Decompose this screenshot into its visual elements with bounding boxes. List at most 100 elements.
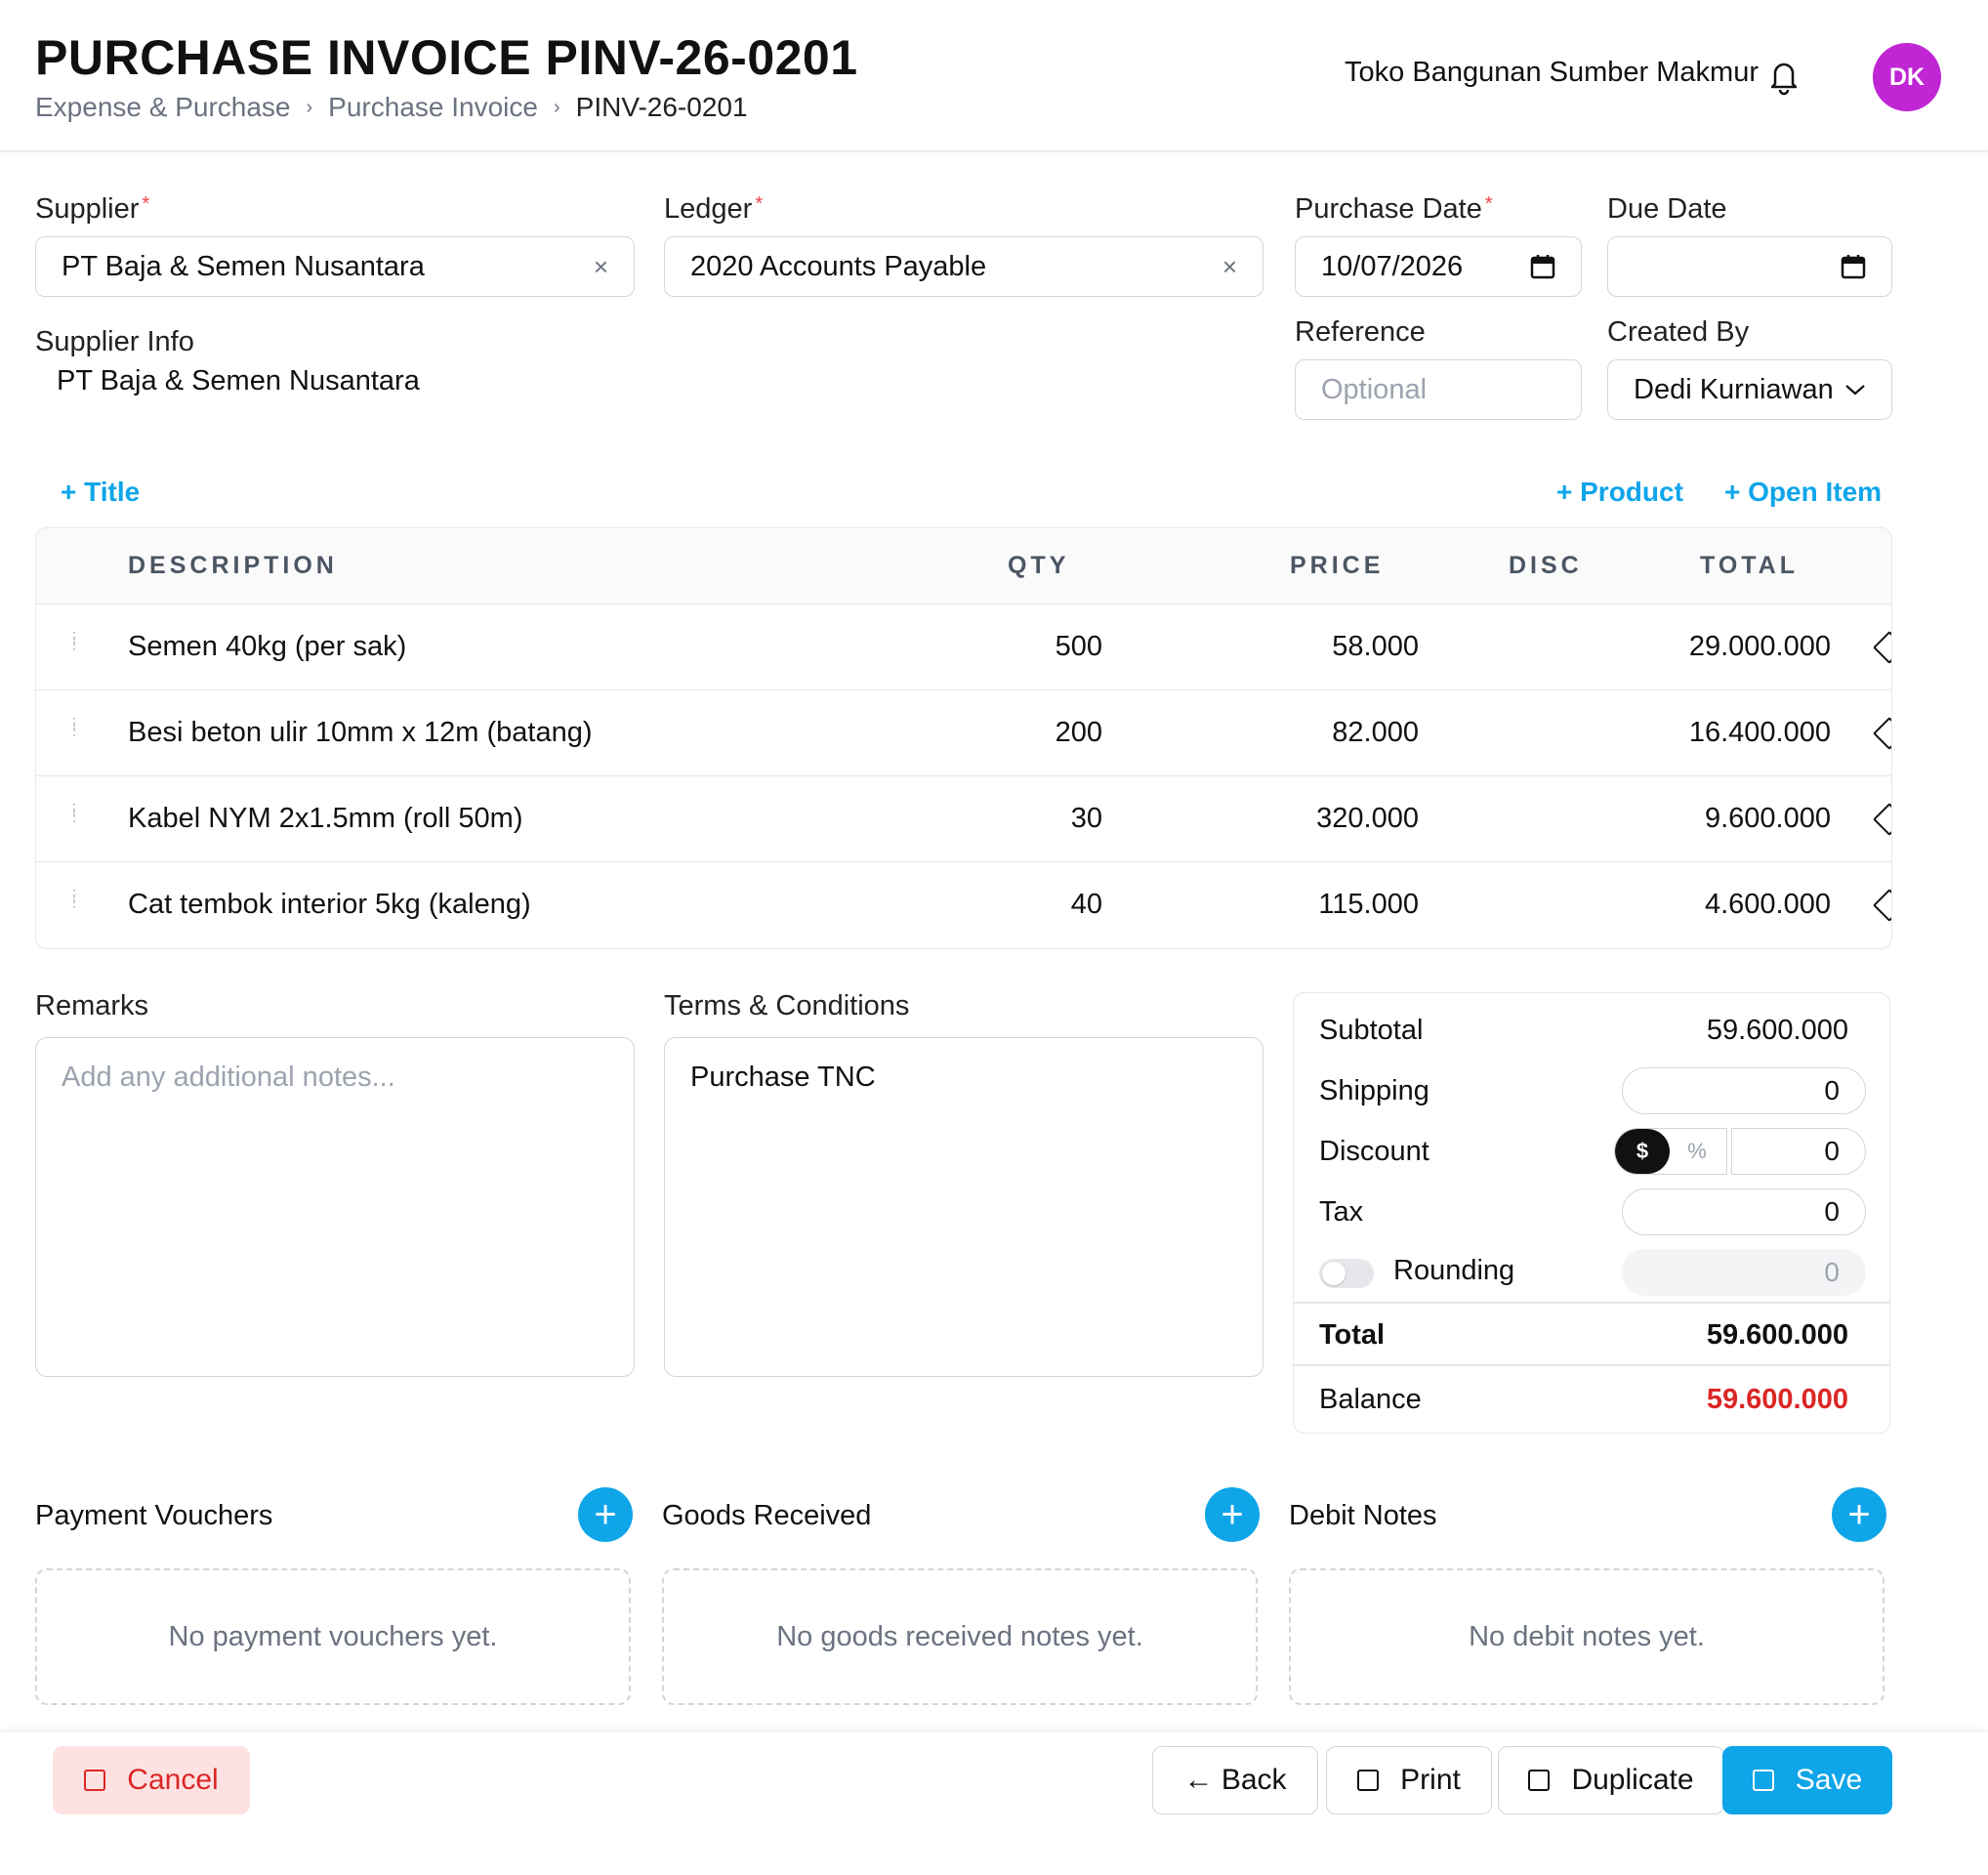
drag-handle-icon[interactable]: ⋮ ⋮ bbox=[67, 887, 81, 909]
row-options-icon[interactable] bbox=[1873, 889, 1891, 922]
rounding-toggle[interactable] bbox=[1319, 1259, 1374, 1288]
column-header-description: DESCRIPTION bbox=[128, 552, 338, 579]
duplicate-icon bbox=[1528, 1770, 1551, 1791]
reference-label: Reference bbox=[1295, 316, 1426, 348]
subtotal-label: Subtotal bbox=[1319, 1015, 1424, 1046]
discount-mode-percent[interactable]: % bbox=[1687, 1139, 1707, 1163]
shipping-label: Shipping bbox=[1319, 1075, 1429, 1106]
created-by-value: Dedi Kurniawan bbox=[1634, 373, 1834, 405]
item-price[interactable]: 115.000 bbox=[1318, 889, 1419, 920]
back-button[interactable]: ← Back bbox=[1152, 1746, 1318, 1814]
due-date-input[interactable] bbox=[1607, 236, 1892, 297]
totals-panel: Subtotal 59.600.000 Shipping 0 Discount … bbox=[1293, 992, 1890, 1434]
item-total: 29.000.000 bbox=[1688, 631, 1831, 662]
item-price[interactable]: 82.000 bbox=[1332, 717, 1419, 748]
purchase-date-input[interactable]: 10/07/2026 bbox=[1295, 236, 1582, 297]
drag-handle-icon[interactable]: ⋮ ⋮ bbox=[67, 715, 81, 737]
goods-received-title: Goods Received bbox=[662, 1500, 872, 1531]
required-marker: * bbox=[142, 193, 150, 215]
required-marker: * bbox=[755, 193, 764, 215]
item-qty[interactable]: 500 bbox=[1055, 631, 1102, 662]
goods-received-empty: No goods received notes yet. bbox=[662, 1568, 1258, 1705]
purchase-date-label-text: Purchase Date bbox=[1295, 193, 1482, 225]
print-icon bbox=[1357, 1770, 1380, 1791]
item-description[interactable]: Cat tembok interior 5kg (kaleng) bbox=[128, 889, 531, 920]
debit-notes-title: Debit Notes bbox=[1289, 1500, 1437, 1531]
discount-mode-toggle[interactable]: $ % bbox=[1614, 1128, 1727, 1175]
add-title-link[interactable]: + Title bbox=[61, 477, 141, 507]
breadcrumb-separator: › bbox=[553, 96, 560, 118]
add-open-item-link[interactable]: + Open Item bbox=[1724, 477, 1883, 507]
supplier-info-value: PT Baja & Semen Nusantara bbox=[57, 365, 420, 396]
table-row[interactable]: ⋮ ⋮ Cat tembok interior 5kg (kaleng) 40 1… bbox=[36, 862, 1891, 948]
clear-icon[interactable]: × bbox=[593, 251, 608, 281]
rounding-input: 0 bbox=[1622, 1249, 1866, 1296]
reference-placeholder: Optional bbox=[1321, 373, 1428, 405]
company-name: Toko Bangunan Sumber Makmur bbox=[1345, 57, 1759, 88]
ledger-label-text: Ledger bbox=[664, 193, 753, 225]
supplier-label: Supplier * bbox=[35, 193, 149, 226]
shipping-input[interactable]: 0 bbox=[1622, 1067, 1866, 1114]
supplier-select[interactable]: PT Baja & Semen Nusantara × bbox=[35, 236, 635, 297]
item-qty[interactable]: 40 bbox=[1070, 889, 1102, 920]
cancel-button[interactable]: Cancel bbox=[53, 1746, 250, 1814]
page-title: PURCHASE INVOICE PINV-26-0201 bbox=[35, 30, 858, 85]
payment-vouchers-title: Payment Vouchers bbox=[35, 1500, 273, 1531]
add-debit-note-button[interactable]: + bbox=[1832, 1487, 1886, 1542]
add-product-link[interactable]: + Product bbox=[1556, 477, 1683, 507]
item-description[interactable]: Kabel NYM 2x1.5mm (roll 50m) bbox=[128, 803, 523, 834]
item-total: 4.600.000 bbox=[1704, 889, 1831, 920]
save-icon bbox=[1752, 1770, 1774, 1791]
bell-icon[interactable] bbox=[1769, 57, 1799, 96]
item-qty[interactable]: 200 bbox=[1055, 717, 1102, 748]
table-row[interactable]: ⋮ ⋮ Besi beton ulir 10mm x 12m (batang) 2… bbox=[36, 690, 1891, 776]
item-description[interactable]: Semen 40kg (per sak) bbox=[128, 631, 407, 662]
duplicate-button[interactable]: Duplicate bbox=[1498, 1746, 1724, 1814]
column-header-price: PRICE bbox=[1290, 552, 1385, 579]
discount-label: Discount bbox=[1319, 1136, 1429, 1167]
item-description[interactable]: Besi beton ulir 10mm x 12m (batang) bbox=[128, 717, 593, 748]
add-payment-voucher-button[interactable]: + bbox=[578, 1487, 633, 1542]
add-goods-received-button[interactable]: + bbox=[1205, 1487, 1260, 1542]
cancel-label: Cancel bbox=[127, 1764, 219, 1796]
save-button[interactable]: Save bbox=[1722, 1746, 1892, 1814]
calendar-icon[interactable] bbox=[1841, 254, 1866, 279]
row-options-icon[interactable] bbox=[1873, 631, 1891, 664]
divider bbox=[1294, 1364, 1889, 1366]
drag-handle-icon[interactable]: ⋮ ⋮ bbox=[67, 629, 81, 651]
item-total: 9.600.000 bbox=[1704, 803, 1831, 834]
tax-input[interactable]: 0 bbox=[1622, 1188, 1866, 1235]
breadcrumb-item-purchase-invoice[interactable]: Purchase Invoice bbox=[328, 92, 538, 122]
due-date-label: Due Date bbox=[1607, 193, 1727, 225]
purchase-date-value: 10/07/2026 bbox=[1321, 250, 1464, 282]
drag-handle-icon[interactable]: ⋮ ⋮ bbox=[67, 801, 81, 823]
terms-textarea[interactable]: Purchase TNC bbox=[664, 1037, 1263, 1377]
discount-input[interactable]: 0 bbox=[1731, 1128, 1866, 1175]
purchase-date-label: Purchase Date * bbox=[1295, 193, 1493, 226]
row-options-icon[interactable] bbox=[1873, 803, 1891, 836]
table-row[interactable]: ⋮ ⋮ Kabel NYM 2x1.5mm (roll 50m) 30 320.0… bbox=[36, 776, 1891, 862]
item-price[interactable]: 58.000 bbox=[1332, 631, 1419, 662]
table-header: DESCRIPTION QTY PRICE DISC TOTAL bbox=[36, 528, 1891, 604]
clear-icon[interactable]: × bbox=[1222, 251, 1237, 281]
remarks-textarea[interactable]: Add any additional notes... bbox=[35, 1037, 635, 1377]
breadcrumb-item-expense-purchase[interactable]: Expense & Purchase bbox=[35, 92, 291, 122]
page-header: PURCHASE INVOICE PINV-26-0201 Expense & … bbox=[0, 0, 1988, 151]
avatar[interactable]: DK bbox=[1873, 43, 1941, 111]
print-button[interactable]: Print bbox=[1326, 1746, 1492, 1814]
created-by-select[interactable]: Dedi Kurniawan bbox=[1607, 359, 1892, 420]
discount-mode-amount[interactable]: $ bbox=[1615, 1129, 1670, 1174]
calendar-icon[interactable] bbox=[1530, 254, 1555, 279]
item-total: 16.400.000 bbox=[1688, 717, 1831, 748]
column-header-qty: QTY bbox=[1008, 552, 1070, 579]
duplicate-label: Duplicate bbox=[1571, 1764, 1694, 1796]
remarks-label: Remarks bbox=[35, 990, 149, 1021]
reference-input[interactable]: Optional bbox=[1295, 359, 1582, 420]
item-qty[interactable]: 30 bbox=[1070, 803, 1102, 834]
ledger-select[interactable]: 2020 Accounts Payable × bbox=[664, 236, 1263, 297]
item-price[interactable]: 320.000 bbox=[1316, 803, 1419, 834]
table-row[interactable]: ⋮ ⋮ Semen 40kg (per sak) 500 58.000 29.00… bbox=[36, 604, 1891, 690]
tax-label: Tax bbox=[1319, 1196, 1364, 1228]
balance-value: 59.600.000 bbox=[1706, 1384, 1848, 1415]
row-options-icon[interactable] bbox=[1873, 717, 1891, 750]
